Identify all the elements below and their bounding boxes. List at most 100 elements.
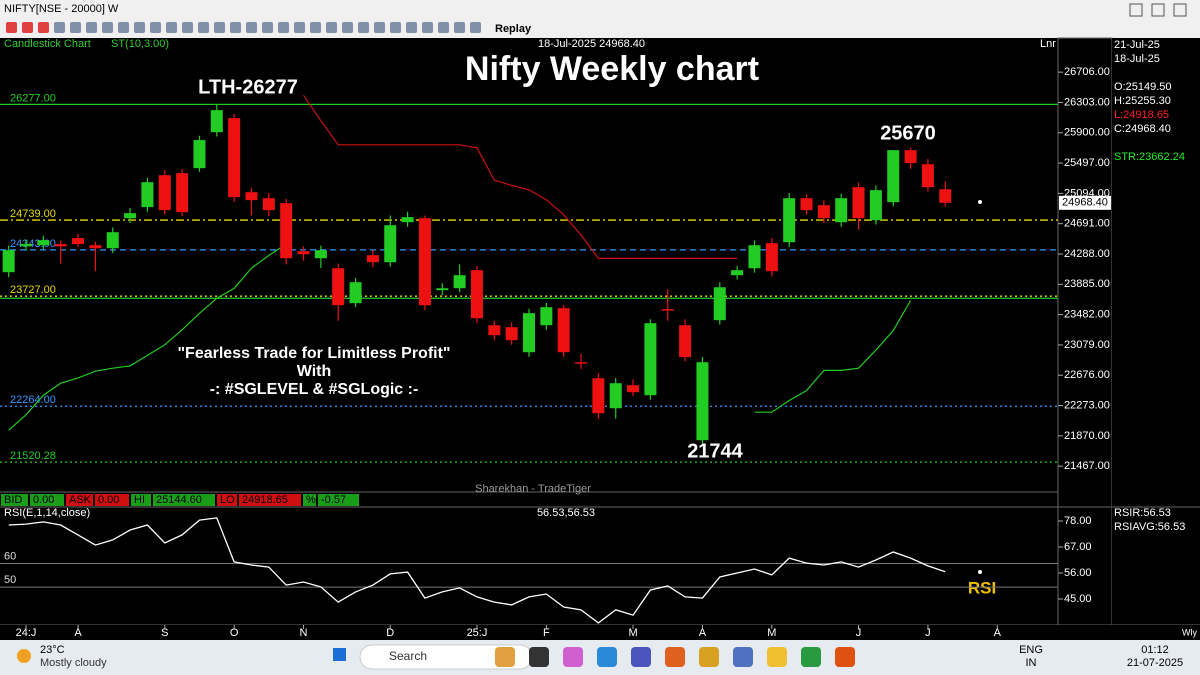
candle-body	[106, 232, 119, 249]
toolbar-icon[interactable]	[102, 22, 113, 33]
weather: Mostly cloudy	[40, 657, 107, 669]
start-button[interactable]	[333, 648, 346, 661]
candle-body	[453, 275, 466, 289]
candle-body	[852, 187, 865, 219]
y-tick-label: 21467.00	[1064, 460, 1110, 472]
supertrend-down	[303, 94, 738, 259]
candle-body	[904, 150, 917, 164]
toolbar-icon[interactable]	[166, 22, 177, 33]
app-icon[interactable]	[597, 647, 617, 667]
candle-body	[436, 288, 449, 291]
y-tick-label: 21870.00	[1064, 430, 1110, 442]
toolbar-icon[interactable]	[54, 22, 65, 33]
app-icon[interactable]	[631, 647, 651, 667]
quote-line: With	[297, 363, 332, 380]
app-icon[interactable]	[733, 647, 753, 667]
toolbar-icon[interactable]	[70, 22, 81, 33]
annotation: LTH-26277	[198, 76, 298, 98]
x-tick-label: A	[699, 627, 707, 639]
app-icon[interactable]	[495, 647, 515, 667]
toolbar-icon[interactable]	[150, 22, 161, 33]
clock-date: 21-07-2025	[1127, 657, 1183, 669]
toolbar-icon[interactable]	[38, 22, 49, 33]
rsi-readout: 56.53,56.53	[537, 507, 595, 519]
status-cell	[66, 494, 93, 506]
candle-body	[921, 164, 934, 188]
window-controls	[1129, 3, 1187, 17]
last-price-label: 24968.40	[1062, 197, 1108, 209]
rsi-y-tick-label: 67.00	[1064, 541, 1092, 553]
candle-body	[731, 270, 744, 276]
toolbar-icon[interactable]	[214, 22, 225, 33]
x-tick-label: N	[300, 627, 308, 639]
toolbar-icon[interactable]	[198, 22, 209, 33]
status-text: -0.57	[321, 494, 346, 506]
status-cell	[131, 494, 151, 506]
restore[interactable]	[1151, 3, 1165, 17]
toolbar-icon[interactable]	[406, 22, 417, 33]
candle-body	[470, 270, 483, 319]
app-icon[interactable]	[767, 647, 787, 667]
toolbar-icon[interactable]	[262, 22, 273, 33]
clock-time: 01:12	[1141, 644, 1169, 656]
toolbar-icon[interactable]	[326, 22, 337, 33]
chart-title: Nifty Weekly chart	[465, 50, 759, 88]
rsi-title: RSI(E,1,14,close)	[4, 507, 90, 519]
minimize[interactable]	[1129, 3, 1143, 17]
toolbar-icon[interactable]	[278, 22, 289, 33]
scale-mode: Lnr	[1040, 38, 1056, 50]
app-icon[interactable]	[835, 647, 855, 667]
toolbar-icon[interactable]	[358, 22, 369, 33]
candle-body	[540, 307, 553, 326]
toolbar-icon[interactable]	[6, 22, 17, 33]
app-icon[interactable]	[699, 647, 719, 667]
candle-body	[401, 217, 414, 223]
app-icon[interactable]	[665, 647, 685, 667]
toolbar-icon[interactable]	[86, 22, 97, 33]
quote-line: "Fearless Trade for Limitless Profit"	[177, 345, 450, 362]
status-cell	[303, 494, 316, 506]
level-label: 22264.00	[10, 394, 56, 406]
candle-body	[314, 250, 327, 259]
toolbar-icon[interactable]	[118, 22, 129, 33]
toolbar-icon[interactable]	[438, 22, 449, 33]
toolbar-icon[interactable]	[342, 22, 353, 33]
candle-body	[210, 110, 223, 133]
toolbar-icon[interactable]	[182, 22, 193, 33]
y-tick-label: 24288.00	[1064, 248, 1110, 260]
replay-button[interactable]: Replay	[495, 23, 532, 35]
candle-body	[835, 198, 848, 223]
candle-body	[20, 244, 33, 247]
toolbar-icon[interactable]	[22, 22, 33, 33]
candle-body	[557, 308, 570, 353]
level-label: 21520.28	[10, 450, 56, 462]
toolbar-icon[interactable]	[390, 22, 401, 33]
toolbar-icon[interactable]	[294, 22, 305, 33]
toolbar-icon[interactable]	[454, 22, 465, 33]
toolbar-icon[interactable]	[246, 22, 257, 33]
app-icon[interactable]	[529, 647, 549, 667]
toolbar-icon[interactable]	[374, 22, 385, 33]
quote: "Fearless Trade for Limitless Profit"Wit…	[177, 345, 450, 398]
candle-body	[869, 190, 882, 221]
toolbar-icon[interactable]	[310, 22, 321, 33]
info-line: O:25149.50	[1114, 81, 1172, 93]
status-cell	[153, 494, 215, 506]
toolbar-icon[interactable]	[230, 22, 241, 33]
toolbar-icon[interactable]	[422, 22, 433, 33]
rsi-line	[8, 517, 946, 624]
watermark: Sharekhan - TradeTiger	[475, 483, 591, 495]
app-icon[interactable]	[801, 647, 821, 667]
candle-body	[713, 287, 726, 321]
candle-body	[765, 243, 778, 272]
app-icon[interactable]	[563, 647, 583, 667]
candle-body	[280, 203, 293, 259]
x-tick-label: M	[628, 627, 637, 639]
toolbar-icon[interactable]	[134, 22, 145, 33]
rsi-y-tick-label: 45.00	[1064, 593, 1092, 605]
candle-body	[262, 198, 275, 211]
close[interactable]	[1173, 3, 1187, 17]
toolbar-icon[interactable]	[470, 22, 481, 33]
candle-body	[228, 118, 241, 198]
